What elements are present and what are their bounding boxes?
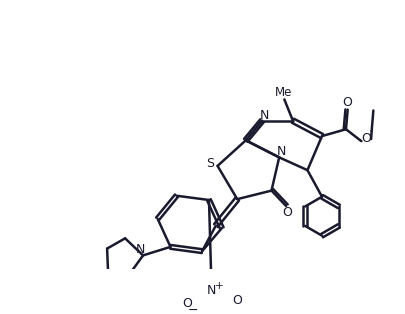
Text: O: O: [360, 132, 370, 145]
Text: O: O: [342, 96, 352, 109]
Text: −: −: [187, 304, 197, 314]
Text: N: N: [207, 284, 216, 297]
Text: O: O: [281, 206, 291, 219]
Text: O: O: [232, 294, 241, 307]
Text: N: N: [259, 109, 268, 122]
Text: S: S: [206, 157, 214, 170]
Text: O: O: [182, 297, 192, 310]
Text: N: N: [276, 145, 285, 158]
Text: +: +: [214, 281, 223, 291]
Text: N: N: [135, 243, 145, 256]
Text: Me: Me: [274, 86, 292, 99]
